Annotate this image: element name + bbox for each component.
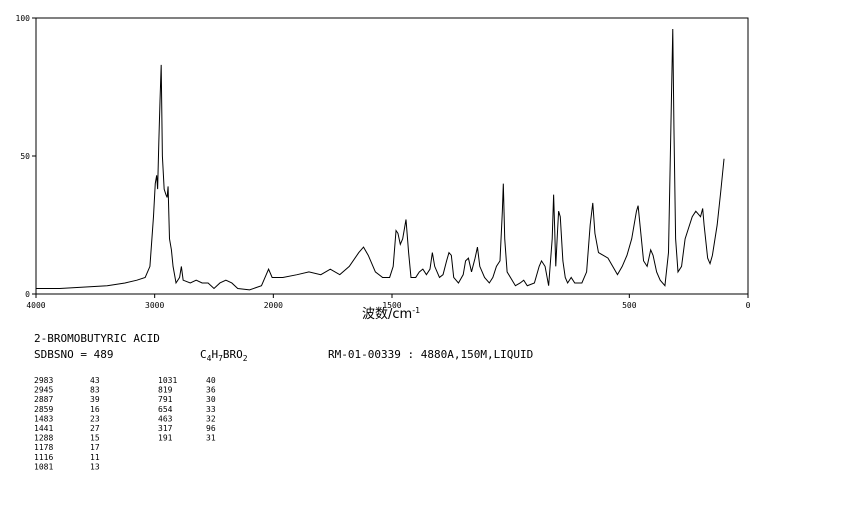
peak-intensity: 40	[206, 376, 216, 385]
peak-wavenumber: 1441	[34, 424, 53, 433]
peak-wavenumber: 463	[158, 414, 173, 423]
peak-wavenumber: 317	[158, 424, 173, 433]
peak-wavenumber: 1031	[158, 376, 177, 385]
peak-intensity: 23	[90, 414, 100, 423]
x-tick-label: 0	[746, 301, 751, 310]
peak-wavenumber: 2983	[34, 376, 53, 385]
formula-sub: 4	[207, 354, 212, 363]
x-tick-label: 4000	[26, 301, 45, 310]
formula-part: H	[211, 348, 218, 361]
peak-intensity: 16	[90, 405, 100, 414]
peak-wavenumber: 191	[158, 434, 173, 443]
formula: C4H7BRO2	[200, 348, 248, 363]
x-label-sup: -1	[412, 306, 420, 315]
plot-frame	[35, 17, 749, 295]
peak-intensity: 13	[90, 462, 100, 471]
x-tick-label: 1500	[382, 301, 401, 310]
formula-part: C	[200, 348, 207, 361]
peak-intensity: 31	[206, 434, 216, 443]
peak-wavenumber: 1116	[34, 453, 53, 462]
peak-intensity: 83	[90, 386, 100, 395]
peak-intensity: 43	[90, 376, 100, 385]
peak-wavenumber: 2859	[34, 405, 53, 414]
formula-sub: 7	[218, 354, 223, 363]
formula-part: BRO	[223, 348, 243, 361]
conditions: RM-01-00339 : 4880A,150M,LIQUID	[328, 348, 533, 361]
peak-intensity: 39	[90, 395, 100, 404]
peak-wavenumber: 654	[158, 405, 173, 414]
x-label-text: 波数/cm	[362, 307, 412, 322]
peak-wavenumber: 791	[158, 395, 173, 404]
peak-wavenumber: 1178	[34, 443, 53, 452]
formula-sub: 2	[243, 354, 248, 363]
sdbs-number: SDBSNO = 489	[34, 348, 113, 361]
y-tick-label: 50	[20, 152, 30, 161]
peak-intensity: 27	[90, 424, 100, 433]
peak-wavenumber: 819	[158, 386, 173, 395]
peak-intensity: 33	[206, 405, 216, 414]
y-tick-label: 100	[16, 14, 31, 23]
peak-wavenumber: 1288	[34, 434, 53, 443]
peak-wavenumber: 1081	[34, 462, 53, 471]
y-tick-label: 0	[25, 290, 30, 299]
peak-intensity: 11	[90, 453, 100, 462]
x-axis-label: 波数/cm-1	[362, 306, 420, 322]
peak-wavenumber: 1483	[34, 414, 53, 423]
spectrum-line	[36, 29, 725, 291]
peak-intensity: 15	[90, 434, 100, 443]
peak-intensity: 36	[206, 386, 216, 395]
peak-wavenumber: 2887	[34, 395, 53, 404]
peak-intensity: 17	[90, 443, 100, 452]
x-tick-label: 3000	[145, 301, 164, 310]
peak-intensity: 32	[206, 414, 216, 423]
peak-intensity: 96	[206, 424, 216, 433]
x-tick-label: 2000	[264, 301, 283, 310]
sample-name: 2-BROMOBUTYRIC ACID	[34, 332, 160, 345]
x-tick-label: 500	[622, 301, 637, 310]
peak-intensity: 30	[206, 395, 216, 404]
peak-wavenumber: 2945	[34, 386, 53, 395]
